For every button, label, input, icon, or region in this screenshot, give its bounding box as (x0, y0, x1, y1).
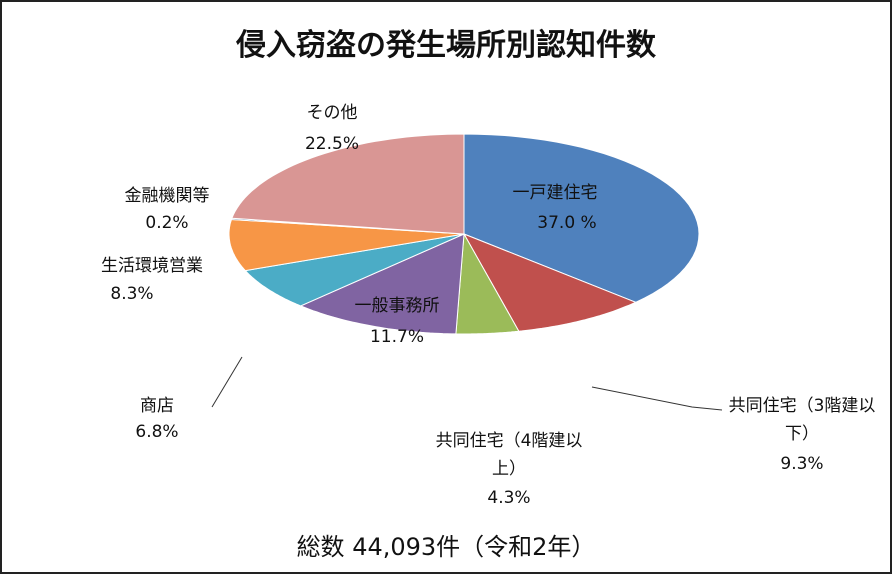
category-label: 商店 (140, 396, 174, 416)
category-label: 共同住宅（4階建以上） (435, 431, 583, 479)
chart-title: 侵入窃盗の発生場所別認知件数 (236, 28, 656, 63)
value-label: 22.5% (304, 134, 360, 154)
category-label: 一般事務所 (354, 296, 440, 316)
value-label: 8.3% (110, 284, 154, 304)
leader-line (591, 386, 723, 411)
slice (244, 233, 465, 307)
slice (462, 233, 638, 332)
total-label: 総数 44,093件（令和2年） (296, 533, 596, 561)
value-label: 6.8% (135, 422, 179, 442)
value-label: 11.7% (369, 327, 425, 347)
slice (455, 232, 520, 335)
leader-line (211, 356, 243, 408)
value-label: 9.3% (780, 454, 824, 474)
category-label: 共同住宅（3階建以下） (728, 396, 876, 444)
category-label: その他 (306, 103, 358, 123)
slice (463, 133, 700, 303)
slice (228, 218, 465, 272)
category-label: 一戸建住宅 (512, 183, 598, 203)
slice (299, 233, 465, 335)
value-label: 4.3% (487, 488, 531, 508)
slice (231, 133, 465, 235)
category-label: 金融機関等 (124, 186, 210, 206)
value-label: 0.2% (145, 213, 189, 233)
value-label: 37.0 % (537, 213, 597, 233)
category-label: 生活環境営業 (101, 256, 203, 276)
